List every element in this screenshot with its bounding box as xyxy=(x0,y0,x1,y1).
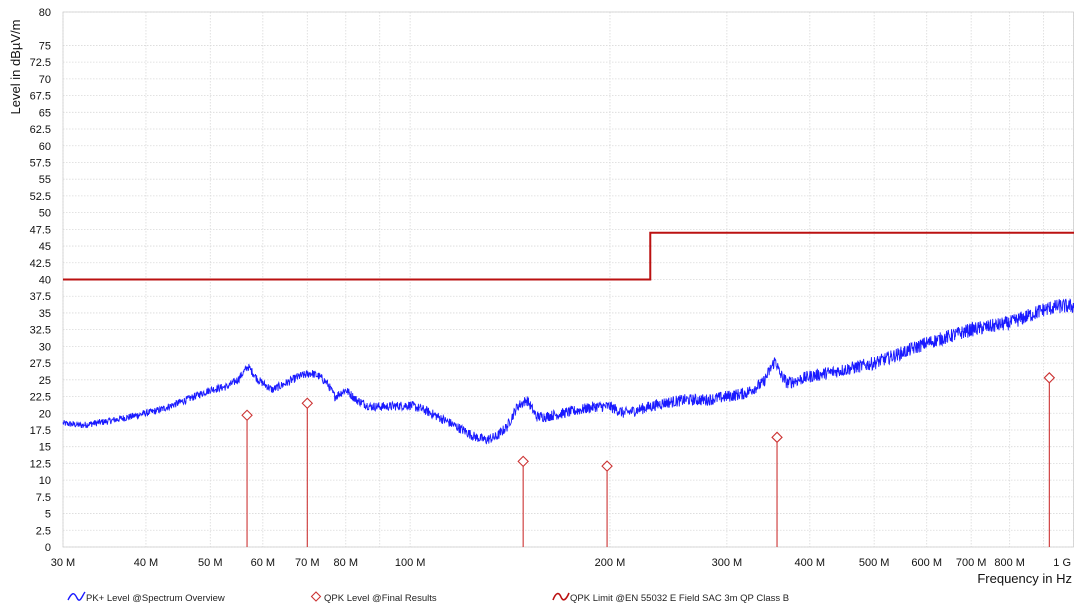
qpk-marker xyxy=(241,409,253,422)
y-tick-label: 65 xyxy=(39,107,51,119)
x-axis-title: Frequency in Hz xyxy=(977,571,1072,586)
y-tick-label: 45 xyxy=(39,241,51,253)
spectrum-trace-path xyxy=(62,298,1074,445)
x-tick-label: 100 M xyxy=(395,557,426,569)
legend-swatch-qpk-limit xyxy=(552,592,570,601)
x-tick-label: 50 M xyxy=(198,557,222,569)
y-tick-labels: 02.557.51012.51517.52022.52527.53032.535… xyxy=(30,7,51,554)
x-tick-label: 400 M xyxy=(795,557,826,569)
y-tick-label: 22.5 xyxy=(30,392,51,404)
x-tick-label: 600 M xyxy=(911,557,942,569)
y-tick-label: 20 xyxy=(39,408,51,420)
x-tick-label: 800 M xyxy=(994,557,1025,569)
y-tick-label: 62.5 xyxy=(30,124,51,136)
legend-label-qpk-limit: QPK Limit @EN 55032 E Field SAC 3m QP Cl… xyxy=(570,593,789,604)
x-tick-label: 700 M xyxy=(956,557,987,569)
y-tick-label: 30 xyxy=(39,341,51,353)
y-tick-label: 0 xyxy=(45,542,51,554)
legend-item-spectrum: PK+ Level @Spectrum Overview xyxy=(67,591,225,604)
x-tick-label: 80 M xyxy=(334,557,358,569)
y-tick-label: 52.5 xyxy=(30,191,51,203)
y-tick-label: 75 xyxy=(39,40,51,52)
qpk-marker xyxy=(301,397,314,409)
y-tick-label: 32.5 xyxy=(30,325,51,337)
y-tick-label: 12.5 xyxy=(30,458,51,470)
y-tick-label: 5 xyxy=(45,509,51,521)
legend-swatch-spectrum xyxy=(67,591,86,601)
legend-label-qpk-level: QPK Level @Final Results xyxy=(324,593,437,604)
y-tick-label: 25 xyxy=(39,375,51,387)
y-tick-label: 40 xyxy=(39,275,51,287)
y-tick-label: 72.5 xyxy=(30,57,51,69)
y-tick-label: 15 xyxy=(39,442,51,454)
y-tick-label: 80 xyxy=(39,7,51,19)
x-tick-label: 300 M xyxy=(712,557,743,569)
y-tick-label: 7.5 xyxy=(36,492,51,504)
y-tick-label: 70 xyxy=(39,74,51,86)
y-tick-label: 2.5 xyxy=(36,525,51,537)
y-tick-label: 37.5 xyxy=(30,291,51,303)
y-tick-label: 17.5 xyxy=(30,425,51,437)
x-tick-label: 40 M xyxy=(134,557,158,569)
y-tick-label: 42.5 xyxy=(30,258,51,270)
qpk-marker xyxy=(517,455,529,468)
x-tick-label: 60 M xyxy=(251,557,275,569)
limit-line xyxy=(63,231,1074,281)
y-tick-label: 55 xyxy=(39,174,51,186)
limit-line-path xyxy=(63,231,1074,281)
qpk-stems xyxy=(241,372,1056,547)
y-tick-label: 57.5 xyxy=(30,157,51,169)
y-axis-title: Level in dBµV/m xyxy=(8,20,23,115)
x-tick-label: 70 M xyxy=(295,557,319,569)
legend-label-spectrum: PK+ Level @Spectrum Overview xyxy=(86,593,225,604)
y-tick-label: 10 xyxy=(39,475,51,487)
legend-item-qpk-limit: QPK Limit @EN 55032 E Field SAC 3m QP Cl… xyxy=(552,592,789,604)
y-tick-label: 60 xyxy=(39,141,51,153)
y-tick-label: 67.5 xyxy=(30,91,51,103)
x-tick-labels: 30 M 40 M 50 M 60 M 70 M 80 M 100 M 200 M 300 M 4… xyxy=(51,557,1071,569)
qpk-marker xyxy=(771,431,783,444)
qpk-marker xyxy=(601,460,613,472)
y-tick-label: 50 xyxy=(39,208,51,220)
y-tick-label: 47.5 xyxy=(30,224,51,236)
spectrum-trace xyxy=(62,298,1074,445)
x-tick-label: 500 M xyxy=(859,557,890,569)
legend: PK+ Level @Spectrum Overview QPK Level @… xyxy=(67,591,789,604)
y-tick-label: 27.5 xyxy=(30,358,51,370)
qpk-marker xyxy=(1043,372,1056,384)
legend-swatch-qpk-level xyxy=(310,591,322,602)
legend-item-qpk-level: QPK Level @Final Results xyxy=(310,591,437,604)
x-tick-label: 200 M xyxy=(595,557,626,569)
y-tick-label: 35 xyxy=(39,308,51,320)
x-tick-label: 1 G xyxy=(1053,557,1071,569)
x-tick-label: 30 M xyxy=(51,557,75,569)
